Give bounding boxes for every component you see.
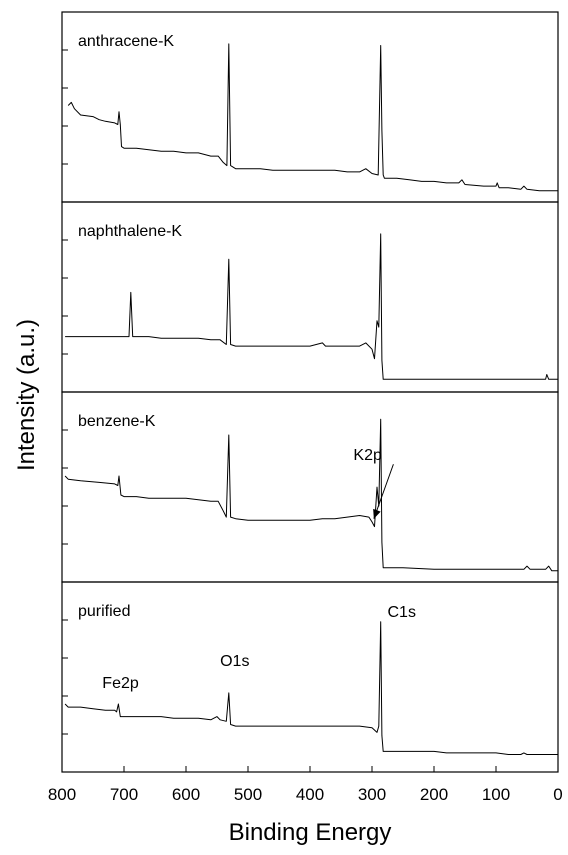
annotation: O1s <box>220 653 249 670</box>
annotation-label: C1s <box>388 604 416 621</box>
annotation-arrow-head <box>373 508 381 519</box>
x-axis-tick-label: 200 <box>420 785 448 804</box>
annotation-label: Fe2p <box>102 675 139 692</box>
x-axis-tick-label: 300 <box>358 785 386 804</box>
annotation-label: O1s <box>220 653 249 670</box>
panel-3: benzene-K <box>61 391 559 583</box>
panel-1: anthracene-K <box>61 11 559 203</box>
x-axis-ticks <box>61 766 559 772</box>
x-axis-tick-label: 100 <box>482 785 510 804</box>
x-axis-tick-label: 700 <box>110 785 138 804</box>
annotation-arrow-line <box>373 464 394 519</box>
series-line-naphthalene-K <box>65 233 558 380</box>
x-axis-tick-label: 400 <box>296 785 324 804</box>
x-axis-tick-labels: 800 700 600 500 400 300 200 100 0 <box>48 785 563 804</box>
series-line-anthracene-K <box>67 43 558 192</box>
y-axis-title: Intensity (a.u.) <box>13 319 40 471</box>
panel-label: naphthalene-K <box>78 223 182 240</box>
annotation-label: K2p <box>353 447 382 464</box>
panel-4: purified <box>61 581 559 773</box>
x-axis-tick-label: 0 <box>553 785 562 804</box>
annotation: Fe2p <box>102 675 139 692</box>
annotation: C1s <box>388 604 416 621</box>
panel-2: naphthalene-K <box>61 201 559 393</box>
x-axis-title: Binding Energy <box>229 819 392 846</box>
series-line-purified <box>64 621 558 755</box>
x-axis-tick-label: 500 <box>234 785 262 804</box>
panels-group: anthracene-K naphthalene-K benzene-K purifi… <box>61 11 559 773</box>
x-axis-tick-label: 800 <box>48 785 76 804</box>
panel-label: anthracene-K <box>78 33 174 50</box>
x-axis-tick-label: 600 <box>172 785 200 804</box>
panel-label: purified <box>78 603 130 620</box>
annotation: K2p <box>353 447 394 519</box>
panel-label: benzene-K <box>78 413 156 430</box>
series-line-benzene-K <box>64 418 558 572</box>
